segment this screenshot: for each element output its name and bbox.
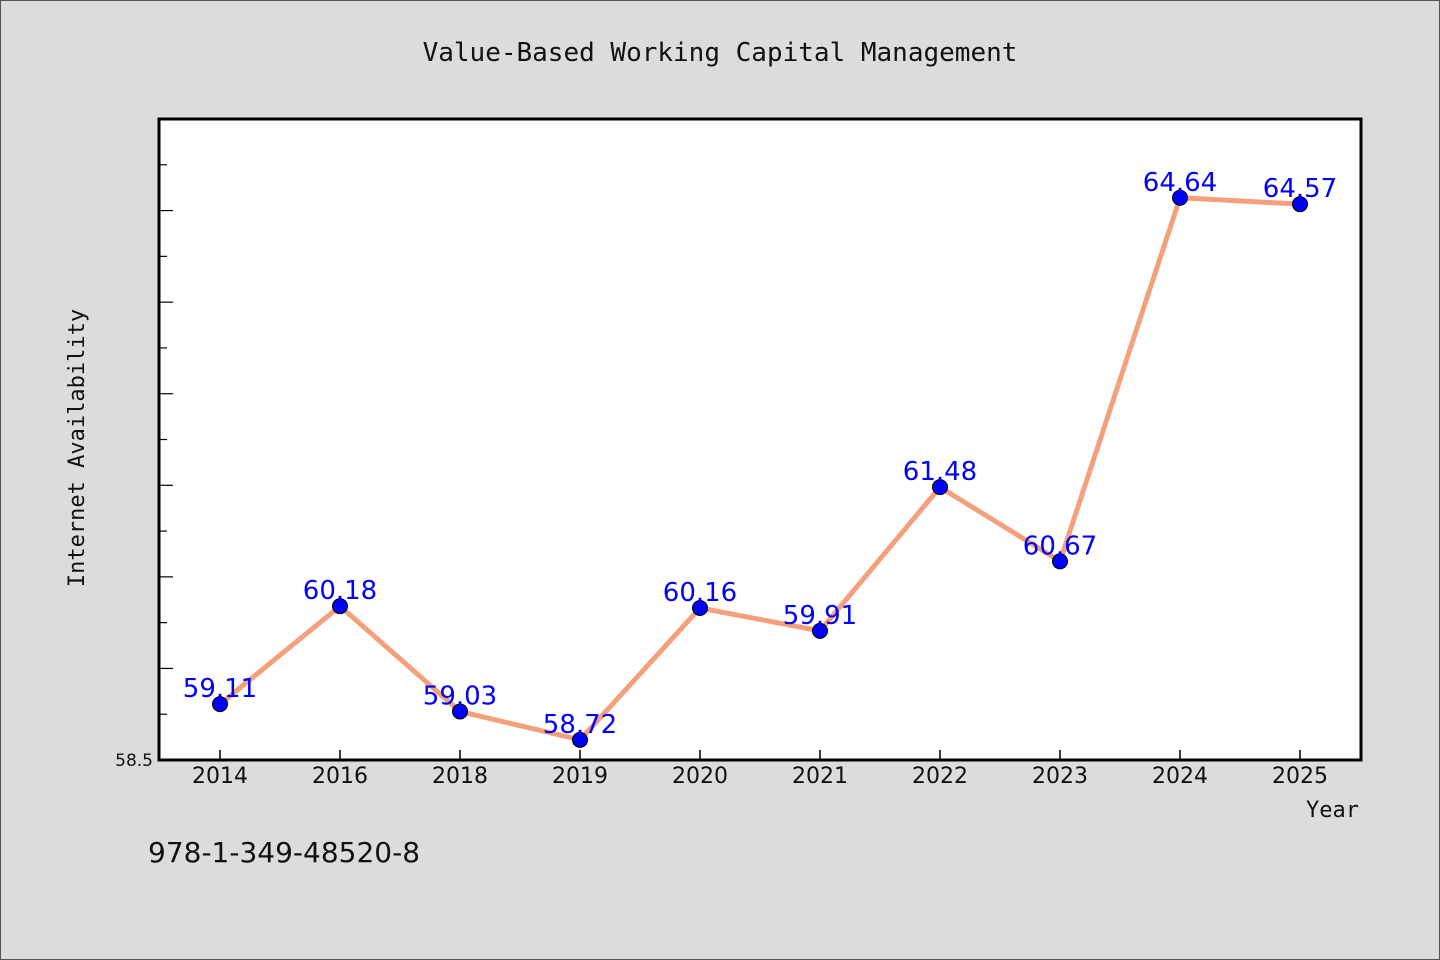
data-label: 59.11 (183, 674, 257, 704)
y-axis-label: Internet Availability (65, 309, 90, 587)
data-point (812, 622, 828, 639)
series-layer: 59.11 60.18 59.03 58.72 60.16 59.91 61.48 60.67… (183, 168, 1337, 748)
data-label: 61.48 (903, 457, 977, 487)
x-tick-label: 2020 (672, 764, 728, 789)
x-tick-label: 2025 (1272, 764, 1328, 789)
x-axis-ticks: 2014 2016 2018 2019 2020 2021 2022 2023 2024 2025 (192, 750, 1328, 789)
x-tick-label: 2016 (312, 764, 368, 789)
data-point (452, 703, 468, 720)
data-point (1292, 196, 1308, 213)
data-point (1172, 189, 1188, 206)
data-point (932, 479, 948, 496)
data-label: 60.16 (663, 578, 737, 608)
data-label: 59.91 (783, 601, 857, 631)
isbn-annotation: 978-1-349-48520-8 (148, 836, 420, 869)
x-tick-label: 2023 (1032, 764, 1088, 789)
x-tick-label: 2019 (552, 764, 608, 789)
data-label: 64.57 (1263, 174, 1337, 204)
plot-area (157, 117, 1363, 762)
y-axis-ticks (159, 118, 173, 761)
series-line (217, 195, 1303, 743)
chart-title: Value-Based Working Capital Management (423, 38, 1018, 68)
x-tick-label: 2021 (792, 764, 848, 789)
data-label: 60.67 (1023, 531, 1097, 561)
data-point (692, 599, 708, 616)
data-label: 64.64 (1143, 168, 1217, 198)
x-tick-label: 2018 (432, 764, 488, 789)
data-point (1052, 553, 1068, 570)
data-point (332, 598, 348, 615)
x-tick-label: 2014 (192, 764, 248, 789)
data-point (212, 696, 228, 713)
x-tick-label: 2022 (912, 764, 968, 789)
data-label: 60.18 (303, 576, 377, 606)
x-tick-label: 2024 (1152, 764, 1208, 789)
data-label: 58.72 (543, 710, 617, 740)
y-tick-label: 58.5 (115, 751, 153, 771)
data-label: 59.03 (423, 681, 497, 711)
x-axis-label: Year (1306, 798, 1359, 823)
data-point (572, 731, 588, 748)
